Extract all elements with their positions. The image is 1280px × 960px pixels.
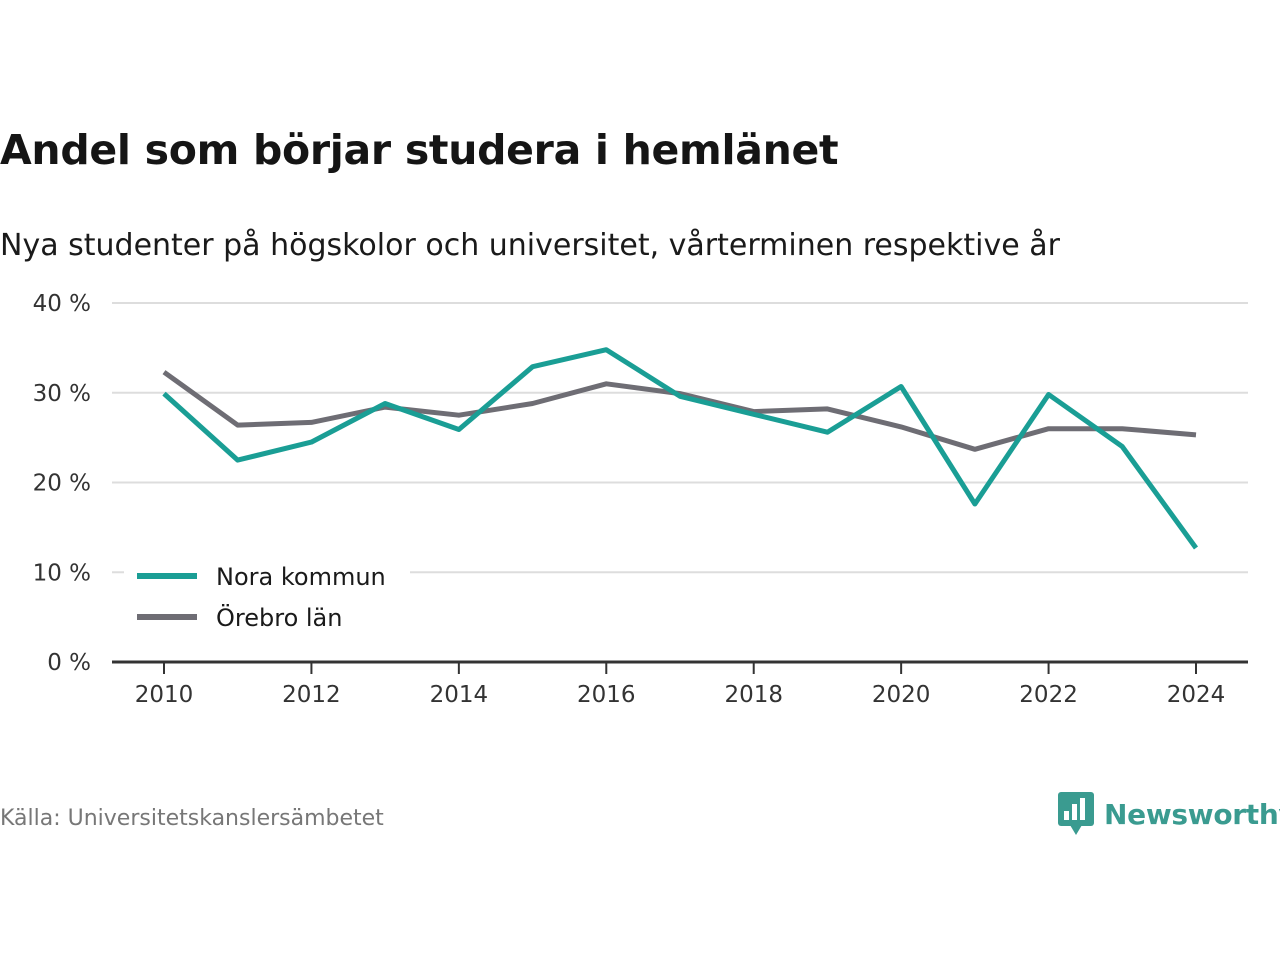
x-tick-label: 2022	[1019, 682, 1078, 708]
x-tick-label: 2020	[872, 682, 931, 708]
y-tick-label: 0 %	[47, 650, 91, 676]
series-lines	[162, 347, 1199, 550]
x-tick-label: 2024	[1167, 682, 1226, 708]
x-tick-label: 2010	[135, 682, 194, 708]
newsworthy-logo: Newsworthy	[1058, 790, 1280, 838]
legend-background	[124, 552, 410, 646]
x-axis: 2010 2012 2014 2016 2018 2020 2022 2024	[112, 660, 1248, 708]
x-tick-label: 2018	[724, 682, 783, 708]
line-chart: 0 % 10 % 20 % 30 % 40 % 2010 2012 2014 2016 2018…	[33, 291, 1248, 708]
legend-label: Nora kommun	[216, 563, 386, 591]
y-tick-label: 10 %	[33, 560, 91, 586]
source-note: Källa: Universitetskanslersämbetet	[0, 806, 384, 831]
legend-label: Örebro län	[216, 603, 342, 632]
y-axis-labels: 0 % 10 % 20 % 30 % 40 %	[33, 291, 91, 676]
x-tick-label: 2016	[577, 682, 636, 708]
y-tick-label: 30 %	[33, 381, 91, 407]
series-line-nora-kommun	[162, 347, 1199, 550]
x-tick-label: 2012	[282, 682, 341, 708]
x-tick-label: 2014	[430, 682, 489, 708]
y-tick-label: 40 %	[33, 291, 91, 317]
y-tick-label: 20 %	[33, 471, 91, 497]
legend: Nora kommun Örebro län	[124, 552, 410, 646]
brand-name: Newsworthy	[1104, 797, 1280, 831]
newsworthy-logo-icon	[1058, 792, 1094, 835]
chart-title: Andel som börjar studera i hemlänet	[0, 126, 839, 174]
chart-subtitle: Nya studenter på högskolor och universit…	[0, 228, 1060, 263]
grid-lines	[112, 302, 1248, 574]
